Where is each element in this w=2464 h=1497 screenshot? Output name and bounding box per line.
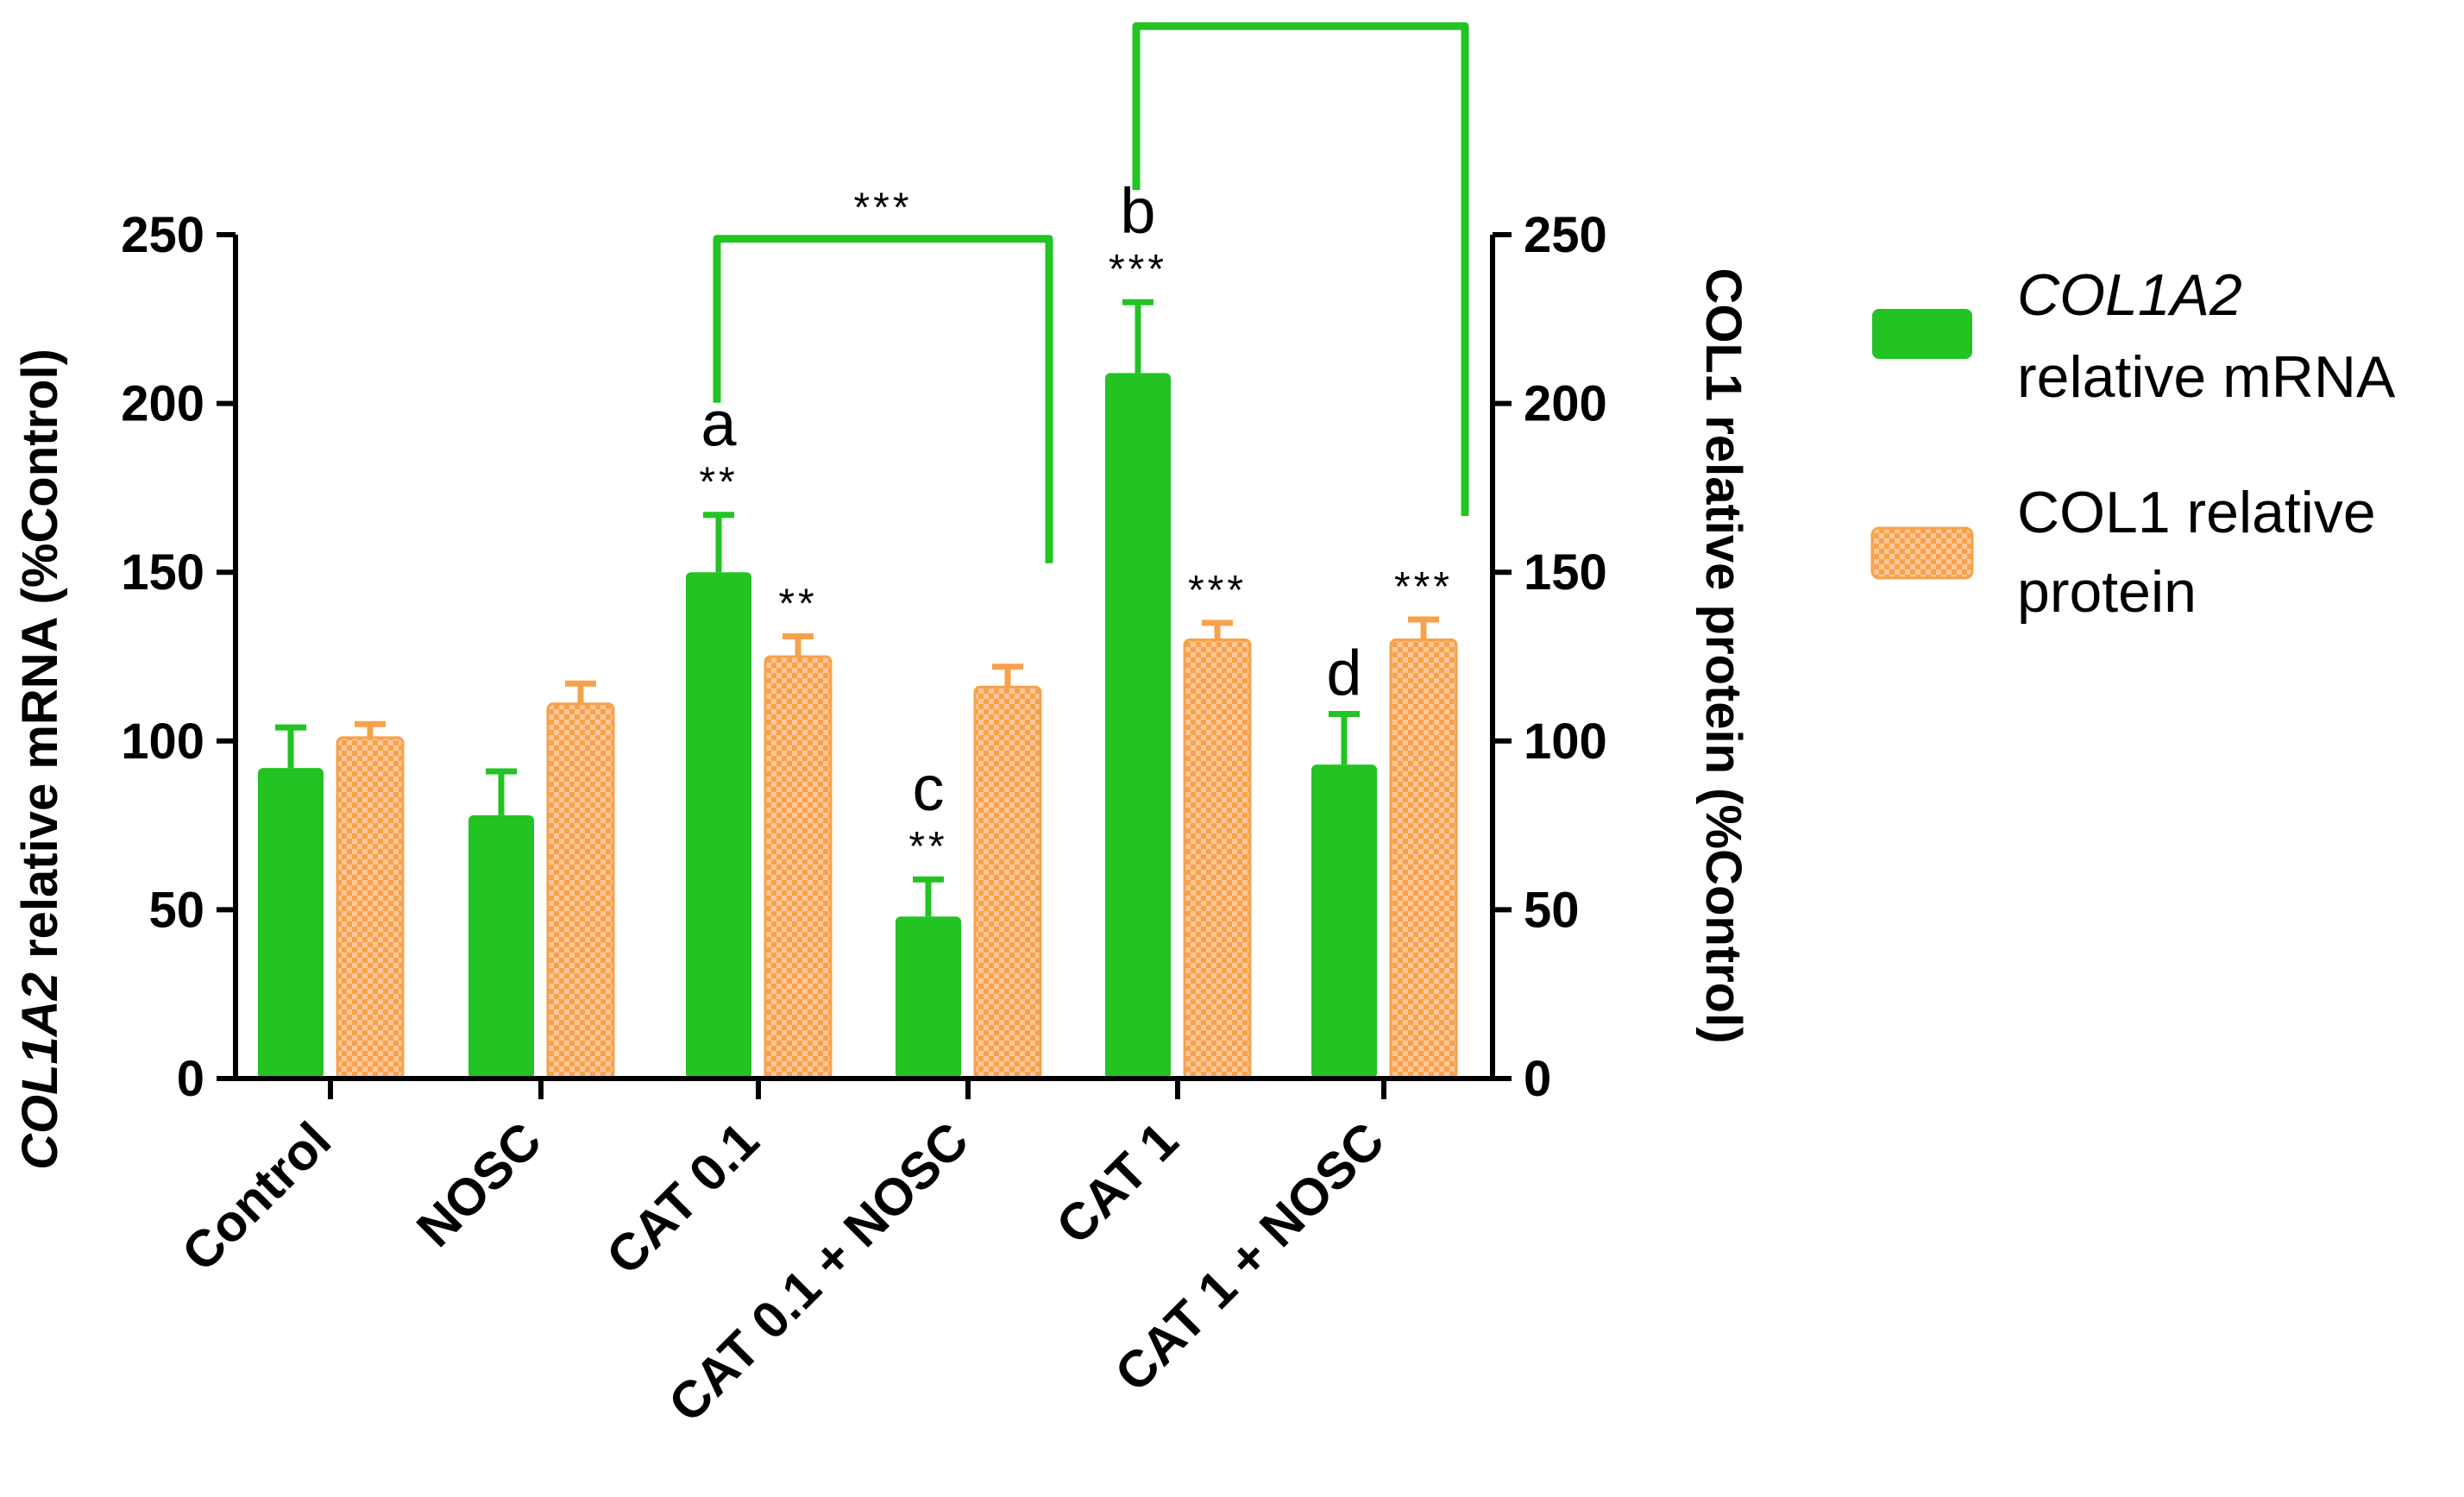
legend-swatch-mrna (1872, 309, 1972, 359)
y-tick-label-right: 200 (1524, 376, 1607, 432)
bar-protein (546, 702, 615, 1080)
mrna-significance: *** (1109, 247, 1167, 292)
bar-mrna (686, 572, 751, 1079)
y-tick-label-right: 150 (1524, 544, 1607, 601)
legend-label-mrna-line1: COL1A2 (2017, 262, 2242, 328)
bar-mrna (896, 916, 961, 1079)
legend-label-protein-line1: COL1 relative (2017, 480, 2376, 545)
y-tick-label-right: 100 (1524, 714, 1607, 770)
protein-significance: *** (1188, 568, 1247, 613)
x-tick-label: NOSC (405, 1111, 552, 1258)
y-axis-right-title: COL1 relative protein (%Control) (1695, 267, 1751, 1043)
bar-mrna (1311, 764, 1377, 1079)
y-tick-label-right: 50 (1524, 882, 1580, 938)
comparison-significance: *** (853, 186, 912, 231)
bar-protein (336, 736, 405, 1080)
legend-label-mrna-line2: relative mRNA (2017, 344, 2396, 410)
bar-mrna (1105, 373, 1171, 1079)
x-tick-label: Control (171, 1111, 342, 1282)
comparison-bracket (713, 235, 1053, 563)
legend-label-mrna-italic: COL1A2 (2017, 262, 2242, 328)
y-axis-left-title-italic: COL1A2 (12, 972, 68, 1170)
legend-label-protein-line2: protein (2017, 559, 2197, 625)
bar-protein (1389, 638, 1458, 1080)
x-tick-label: CAT 0.1 (595, 1111, 770, 1286)
bar-mrna (258, 768, 324, 1079)
bar-mrna (468, 815, 534, 1079)
mrna-significance: ** (699, 460, 738, 506)
y-tick-label-left: 0 (177, 1051, 204, 1107)
y-axis-left-title: COL1A2 relative mRNA (%Control) (12, 349, 68, 1170)
y-tick-label-left: 200 (121, 376, 204, 432)
comparison-significance: *** (1271, 0, 1329, 18)
y-tick-label-right: 250 (1524, 207, 1607, 263)
y-tick-label-left: 50 (148, 882, 204, 938)
protein-significance: *** (1394, 564, 1453, 610)
y-tick-label-left: 100 (121, 714, 204, 770)
y-tick-label-left: 250 (121, 207, 204, 263)
bar-protein (764, 655, 833, 1080)
mrna-significance: ** (908, 824, 947, 870)
y-tick-label-right: 0 (1524, 1051, 1551, 1107)
protein-significance: ** (778, 582, 817, 627)
legend-swatch-protein (1870, 526, 1974, 580)
x-tick-label: CAT 1 (1045, 1111, 1189, 1255)
bar-protein (973, 685, 1042, 1080)
bar-protein (1183, 638, 1252, 1080)
y-axis-left-title-rest: relative mRNA (%Control) (12, 349, 68, 972)
group-letter: d (1326, 638, 1361, 709)
y-tick-label-left: 150 (121, 544, 204, 601)
comparison-bracket (1132, 22, 1469, 516)
group-letter: c (913, 752, 945, 824)
legend: COL1A2 relative mRNA COL1 relative prote… (1870, 262, 2396, 625)
